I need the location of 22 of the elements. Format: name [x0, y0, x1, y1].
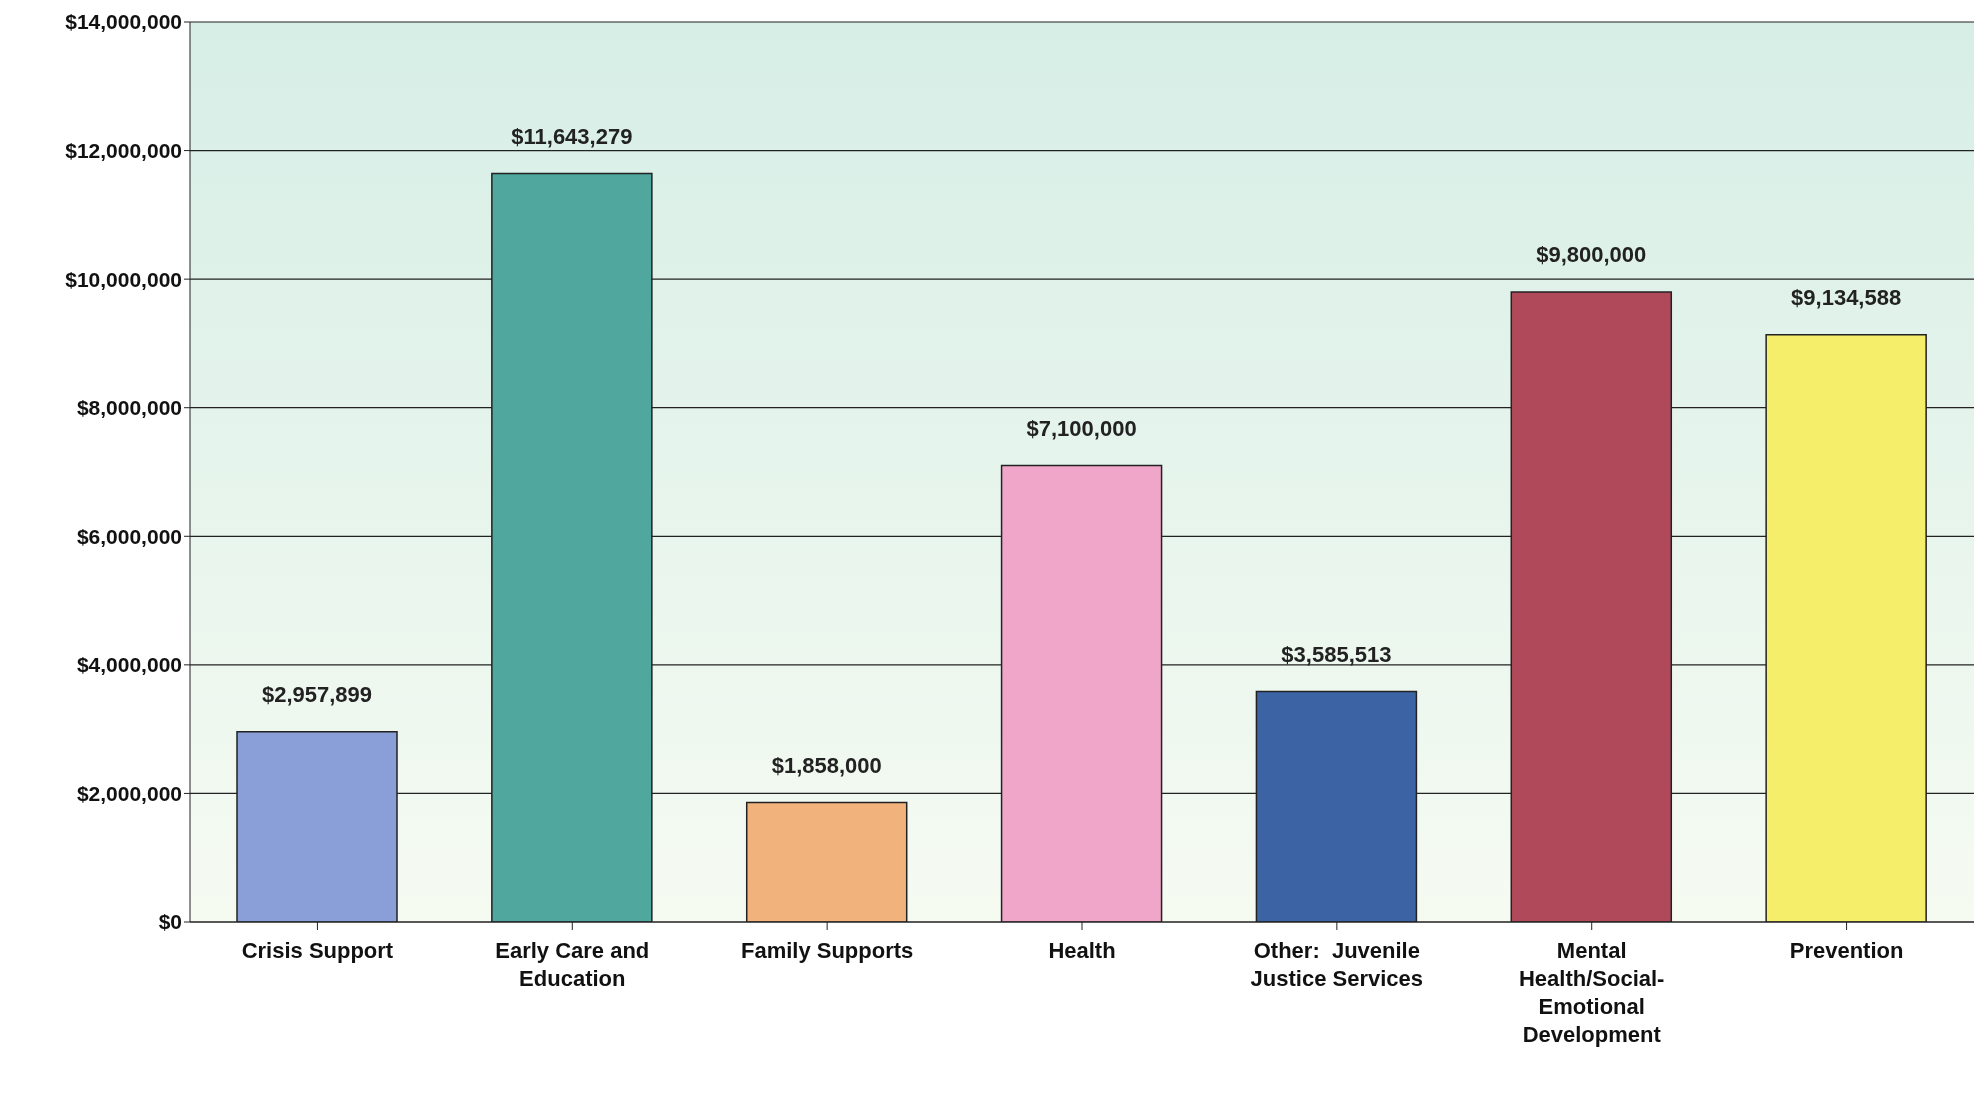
x-tick-label: Crisis Support	[241, 938, 394, 963]
data-label: $11,643,279	[511, 123, 633, 149]
x-tick-label: Early Care and Education	[495, 938, 650, 991]
data-label: $3,585,513	[1281, 641, 1392, 667]
x-tick-label: Mental Health/Social-Emotional Development	[1518, 938, 1665, 1047]
data-label: $7,100,000	[1026, 415, 1137, 441]
y-tick-label: $8,000,000	[76, 396, 182, 420]
data-label: $9,134,588	[1791, 284, 1902, 310]
x-tick-label: Prevention	[1789, 938, 1904, 963]
data-label: $9,800,000	[1536, 242, 1647, 267]
y-tick-label: $0	[158, 910, 182, 934]
data-label: $1,858,000	[771, 752, 882, 778]
y-tick-label: $12,000,000	[65, 139, 182, 163]
y-tick-label: $4,000,000	[76, 653, 182, 677]
x-tick-label: Health	[1048, 938, 1116, 963]
y-tick-label: $2,000,000	[76, 781, 182, 805]
data-label: $2,957,899	[261, 681, 373, 707]
x-tick-label: Other: Juvenile Justice Services	[1250, 938, 1424, 991]
y-tick-label: $6,000,000	[76, 524, 182, 548]
y-tick-label: $14,000,000	[65, 10, 182, 34]
x-tick-label: Family Supports	[740, 938, 914, 963]
y-tick-label: $10,000,000	[65, 267, 182, 291]
